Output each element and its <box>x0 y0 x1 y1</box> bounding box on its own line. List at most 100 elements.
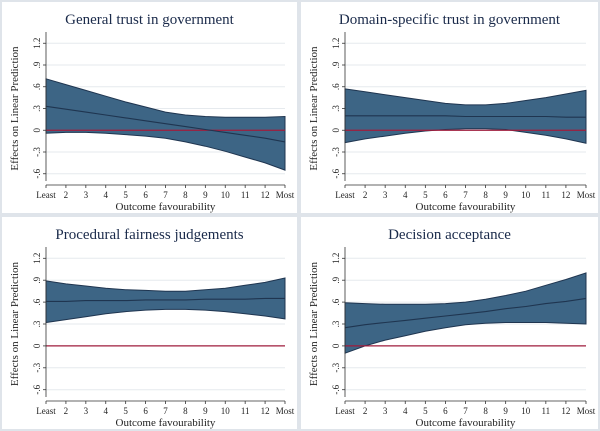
x-tick-label: Least <box>36 406 56 416</box>
x-tick-label: 2 <box>64 406 69 416</box>
x-tick-label: 5 <box>123 190 128 200</box>
x-tick-label: 3 <box>383 190 388 200</box>
x-tick-label: Least <box>36 190 56 200</box>
x-tick-label: 7 <box>463 406 468 416</box>
x-axis-label: Outcome favourability <box>416 417 516 429</box>
confidence-band <box>344 272 587 354</box>
y-tick-label: .6 <box>331 83 341 90</box>
x-tick-label: 10 <box>521 406 531 416</box>
y-tick-label: -.6 <box>331 384 341 394</box>
x-tick-label: 8 <box>183 406 188 416</box>
x-tick-label: 3 <box>383 406 388 416</box>
y-tick-label: .6 <box>331 298 341 305</box>
x-tick-label: 4 <box>403 190 408 200</box>
y-axis-label: Effects on Linear Prediction <box>308 261 320 386</box>
y-tick-label: .6 <box>32 298 42 305</box>
y-tick-label: 1.2 <box>331 38 341 49</box>
confidence-band <box>45 78 286 171</box>
y-tick-label: 0 <box>32 343 42 348</box>
y-tick-label: -.6 <box>32 384 42 394</box>
x-tick-label: 10 <box>521 190 531 200</box>
x-tick-label: 9 <box>503 190 508 200</box>
x-tick-label: 6 <box>443 406 448 416</box>
chart-svg: Procedural fairness judgements -.6 -.3 0 .3.… <box>9 227 295 429</box>
x-tick-label: 11 <box>541 406 550 416</box>
x-tick-label: Most <box>577 406 596 416</box>
x-axis-label: Outcome favourability <box>116 417 216 429</box>
y-tick-label: 0 <box>331 343 341 348</box>
y-tick-label: 0 <box>331 128 341 133</box>
y-tick-label: -.3 <box>32 147 42 157</box>
y-tick-label: .9 <box>32 276 42 283</box>
y-tick-label: -.3 <box>331 147 341 157</box>
x-axis-label: Outcome favourability <box>416 201 516 213</box>
x-tick-label: 10 <box>221 406 231 416</box>
estimate-line <box>46 297 285 302</box>
panel-decision-acceptance: Decision acceptance -.6 -.3 0 .3 .6 .9 1.2 Least… <box>301 217 598 429</box>
y-tick-label: .3 <box>331 320 341 327</box>
x-tick-label: Least <box>335 406 355 416</box>
chart-svg: Decision acceptance -.6 -.3 0 .3 .6 .9 1.2 Least… <box>308 227 596 429</box>
y-tick-label: .9 <box>32 61 42 68</box>
x-tick-label: 4 <box>403 406 408 416</box>
x-tick-label: 10 <box>221 190 231 200</box>
x-tick-label: 4 <box>104 406 109 416</box>
x-tick-label: 9 <box>203 406 208 416</box>
x-tick-label: 3 <box>84 406 89 416</box>
y-tick-label: .9 <box>331 276 341 283</box>
x-tick-label: Most <box>276 190 295 200</box>
x-tick-label: 5 <box>423 190 428 200</box>
x-tick-label: 12 <box>261 406 270 416</box>
y-tick-label: .3 <box>32 320 42 327</box>
x-tick-label: 12 <box>561 190 570 200</box>
x-tick-label: 2 <box>363 406 368 416</box>
x-tick-label: 2 <box>64 190 69 200</box>
x-tick-label: 6 <box>443 190 448 200</box>
y-axis-label: Effects on Linear Prediction <box>9 46 21 171</box>
chart-title: Decision acceptance <box>388 227 511 243</box>
y-tick-label: .6 <box>32 83 42 90</box>
y-tick-label: .9 <box>331 61 341 68</box>
estimate-line <box>344 297 587 329</box>
x-tick-label: 8 <box>483 406 488 416</box>
x-tick-label: 7 <box>463 190 468 200</box>
y-axis-label: Effects on Linear Prediction <box>9 261 21 386</box>
y-tick-label: 1.2 <box>331 253 341 264</box>
y-tick-label: .3 <box>32 105 42 112</box>
x-tick-label: 12 <box>261 190 270 200</box>
x-tick-label: 8 <box>483 190 488 200</box>
y-tick-label: -.6 <box>331 168 341 178</box>
x-tick-label: 4 <box>104 190 109 200</box>
x-tick-label: 5 <box>423 406 428 416</box>
y-tick-label: -.3 <box>331 362 341 372</box>
y-tick-label: -.3 <box>32 362 42 372</box>
x-axis-label: Outcome favourability <box>116 201 216 213</box>
x-tick-label: 2 <box>363 190 368 200</box>
panel-general-trust: General trust in government -.6 -.3 0 .3 .6 .9… <box>2 2 297 213</box>
y-tick-label: .3 <box>331 105 341 112</box>
x-tick-label: Most <box>276 406 295 416</box>
panel-domain-trust: Domain-specific trust in government -.6 -.… <box>301 2 598 213</box>
y-tick-label: -.6 <box>32 168 42 178</box>
chart-svg: General trust in government -.6 -.3 0 .3 .6 .9… <box>9 12 295 213</box>
chart-title: General trust in government <box>65 12 235 28</box>
chart-title: Domain-specific trust in government <box>339 12 561 28</box>
x-tick-label: 6 <box>143 190 148 200</box>
x-tick-label: 12 <box>561 406 570 416</box>
estimate-line <box>45 105 286 143</box>
x-tick-label: 11 <box>241 406 250 416</box>
y-tick-label: 0 <box>32 128 42 133</box>
x-tick-label: 9 <box>503 406 508 416</box>
y-tick-label: 1.2 <box>32 38 42 49</box>
x-tick-label: 11 <box>541 190 550 200</box>
chart-svg: Domain-specific trust in government -.6 -.… <box>308 12 596 213</box>
x-tick-label: 7 <box>163 190 168 200</box>
x-tick-label: 6 <box>143 406 148 416</box>
y-axis-label: Effects on Linear Prediction <box>308 46 320 171</box>
x-tick-label: 7 <box>163 406 168 416</box>
x-tick-label: Most <box>577 190 596 200</box>
x-tick-label: 11 <box>241 190 250 200</box>
x-tick-label: 8 <box>183 190 188 200</box>
estimate-line <box>345 115 586 118</box>
panel-procedural-fairness: Procedural fairness judgements -.6 -.3 0 .3.… <box>2 217 297 429</box>
